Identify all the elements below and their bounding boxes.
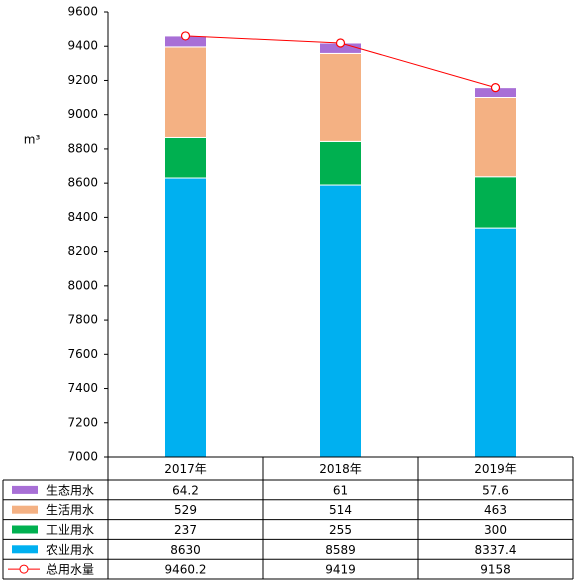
legend-swatch [12, 505, 38, 514]
y-tick-label: 9200 [67, 73, 98, 87]
bar-segment [319, 184, 362, 458]
table-value: 300 [484, 523, 507, 537]
legend-swatch [12, 485, 38, 494]
y-tick-label: 7600 [67, 347, 98, 361]
y-tick-label: 8800 [67, 141, 98, 155]
y-tick-label: 8600 [67, 176, 98, 190]
bar-segment [164, 136, 207, 179]
y-tick-label: 9400 [67, 39, 98, 53]
line-marker [335, 38, 346, 48]
y-tick-label: 7200 [67, 415, 98, 429]
table-value: 8337.4 [475, 543, 517, 557]
y-tick-label: 8000 [67, 278, 98, 292]
y-axis-label: m³ [24, 133, 41, 147]
bar-segment [474, 97, 517, 178]
x-tick-label: 2019年 [474, 462, 517, 476]
legend-label: 生态用水 [46, 483, 94, 497]
table-value: 57.6 [482, 483, 509, 497]
bar-segment [319, 140, 362, 186]
line-marker [490, 83, 501, 93]
legend-swatch [12, 525, 38, 534]
table-value: 64.2 [172, 483, 199, 497]
legend-swatch [19, 564, 29, 574]
bar-segment [319, 52, 362, 142]
y-tick-label: 8200 [67, 244, 98, 258]
legend-swatch [12, 545, 38, 554]
table-value: 514 [329, 503, 352, 517]
y-tick-label: 9000 [67, 107, 98, 121]
y-tick-label: 7000 [67, 450, 98, 464]
x-tick-label: 2018年 [319, 462, 362, 476]
y-tick-label: 9600 [67, 5, 98, 19]
table-value: 61 [333, 483, 348, 497]
table-value: 9419 [325, 563, 356, 577]
legend-label: 总用水量 [46, 563, 94, 577]
bar-segment [164, 177, 207, 458]
bar-segment [164, 46, 207, 138]
bar-segment [474, 176, 517, 229]
bar-segment [474, 227, 517, 458]
table-value: 529 [174, 503, 197, 517]
table-value: 8589 [325, 543, 356, 557]
legend-label: 工业用水 [46, 523, 94, 537]
table-value: 9460.2 [165, 563, 207, 577]
table-value: 9158 [480, 563, 511, 577]
line-marker [180, 31, 191, 41]
y-tick-label: 7400 [67, 381, 98, 395]
y-tick-label: 7800 [67, 313, 98, 327]
table-value: 255 [329, 523, 352, 537]
table-value: 237 [174, 523, 197, 537]
x-tick-label: 2017年 [164, 462, 207, 476]
legend-label: 农业用水 [46, 543, 94, 557]
legend-label: 生活用水 [46, 503, 94, 517]
y-tick-label: 8400 [67, 210, 98, 224]
table-value: 8630 [170, 543, 201, 557]
table-value: 463 [484, 503, 507, 517]
